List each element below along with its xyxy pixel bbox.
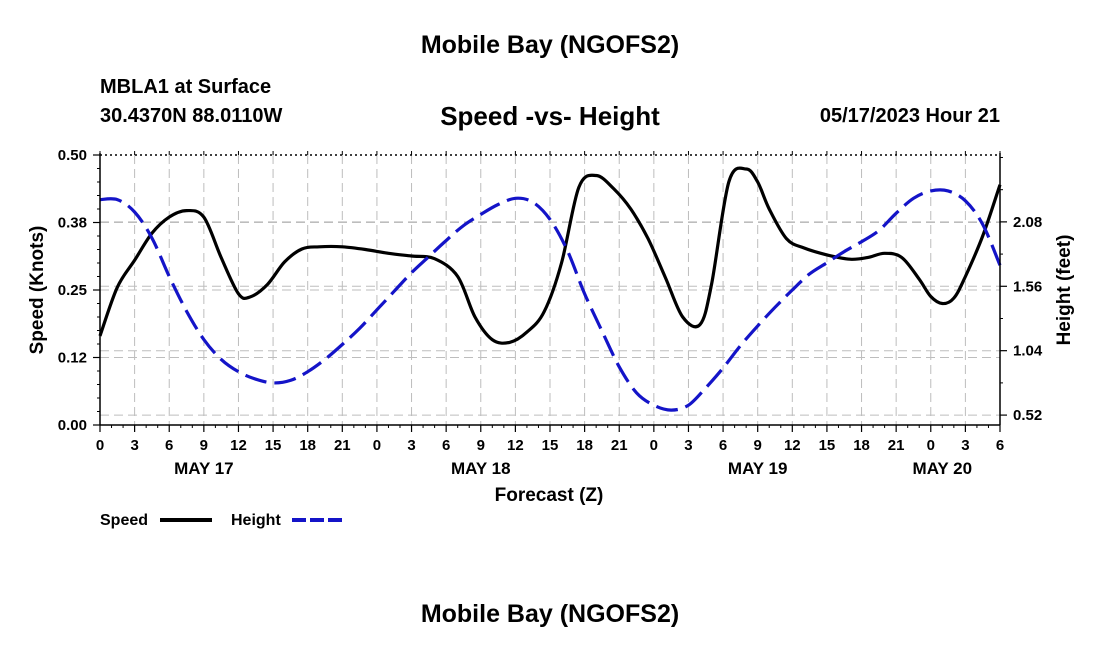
x-tick-label: 12 (230, 437, 247, 454)
series-line-height (99, 188, 1002, 412)
x-tick-label: 21 (611, 437, 628, 454)
x-tick-label: 21 (888, 437, 905, 454)
legend-label-speed: Speed (100, 512, 148, 529)
x-tick-label: 9 (754, 437, 762, 454)
footer-title: Mobile Bay (NGOFS2) (420, 600, 680, 628)
y-right-tick-label: 2.08 (1013, 214, 1042, 231)
x-tick-label: 9 (477, 437, 485, 454)
x-axis-label: Forecast (Z) (495, 485, 604, 506)
x-tick-label: 0 (96, 437, 104, 454)
date-label: MAY 19 (728, 459, 788, 478)
station-coordinates: 30.4370N 88.0110W (100, 105, 283, 127)
x-tick-label: 12 (507, 437, 524, 454)
x-tick-label: 15 (542, 437, 559, 454)
x-tick-label: 0 (373, 437, 381, 454)
axes: 0 3 6 9 12 15 18 21 0 3 6 9 12 15 18 21 0 3 6 9 12 15 18 21 0 3 6M… (58, 147, 1043, 478)
x-tick-label: 3 (407, 437, 415, 454)
date-label: MAY 17 (174, 459, 234, 478)
chart-datetime: 05/17/2023 Hour 21 (819, 105, 1000, 127)
legend: Speed Height (100, 512, 342, 529)
y-axis-left-label: Speed (Knots) (27, 226, 48, 355)
y-left-tick-label: 0.00 (58, 417, 87, 434)
x-tick-label: 15 (265, 437, 282, 454)
x-tick-label: 6 (996, 437, 1004, 454)
x-tick-label: 12 (784, 437, 801, 454)
y-right-tick-label: 1.04 (1013, 343, 1043, 360)
y-right-tick-label: 0.52 (1013, 407, 1042, 424)
x-tick-label: 3 (961, 437, 969, 454)
date-label: MAY 20 (913, 459, 973, 478)
x-tick-label: 18 (853, 437, 870, 454)
x-tick-label: 18 (576, 437, 593, 454)
y-left-tick-label: 0.50 (58, 147, 87, 164)
station-name: MBLA1 at Surface (100, 76, 272, 98)
page-title: Mobile Bay (NGOFS2) (420, 31, 680, 59)
series-lines (98, 166, 1002, 412)
x-tick-label: 3 (684, 437, 692, 454)
series-line-speed (98, 166, 1002, 345)
x-tick-label: 6 (719, 437, 727, 454)
date-label: MAY 18 (451, 459, 511, 478)
y-left-tick-label: 0.25 (58, 282, 87, 299)
legend-label-height: Height (231, 512, 281, 529)
x-tick-label: 6 (442, 437, 450, 454)
x-tick-label: 6 (165, 437, 173, 454)
x-tick-label: 3 (130, 437, 138, 454)
y-right-tick-label: 1.56 (1013, 278, 1042, 295)
x-tick-label: 18 (299, 437, 316, 454)
y-left-tick-label: 0.38 (58, 215, 87, 232)
chart-title: Speed -vs- Height (440, 101, 660, 131)
x-tick-label: 0 (927, 437, 935, 454)
x-tick-label: 0 (650, 437, 658, 454)
speed-height-chart: 0 3 6 9 12 15 18 21 0 3 6 9 12 15 18 21 0 3 6 9 12 15 18 21 0 3 6M… (27, 147, 1075, 529)
x-tick-label: 15 (819, 437, 836, 454)
y-axis-right-label: Height (feet) (1054, 235, 1075, 346)
y-left-tick-label: 0.12 (58, 350, 87, 367)
x-tick-label: 21 (334, 437, 351, 454)
x-tick-label: 9 (200, 437, 208, 454)
